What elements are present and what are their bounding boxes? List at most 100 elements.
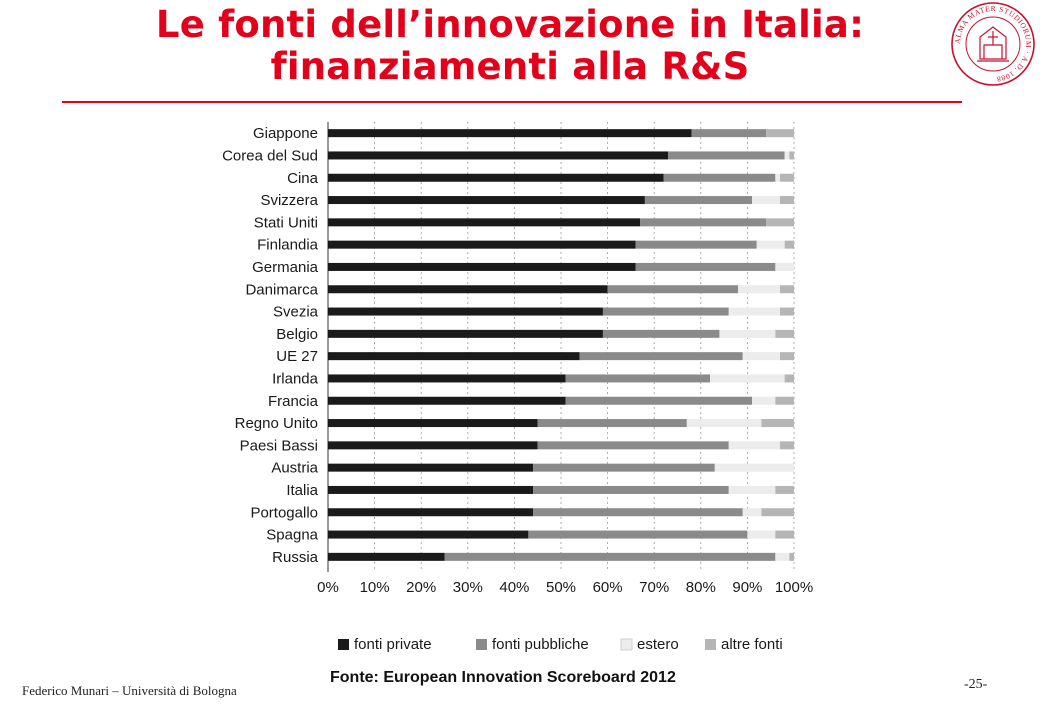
x-tick-label: 90% — [732, 579, 762, 596]
bar-segment — [328, 129, 692, 138]
bar-segment — [784, 240, 794, 249]
bar-segment — [775, 262, 794, 271]
x-tick-label: 40% — [499, 579, 529, 596]
category-label: UE 27 — [276, 348, 318, 365]
bar-segment — [780, 441, 794, 450]
legend-swatch — [476, 639, 487, 650]
category-label: Giappone — [253, 125, 318, 142]
bar-segment — [761, 419, 794, 428]
bar-segment — [328, 396, 566, 405]
bar-segment — [784, 374, 794, 383]
bar-segment — [710, 374, 785, 383]
footer-author: Federico Munari – Università di Bologna — [22, 683, 237, 698]
page-number: -25- — [964, 677, 988, 692]
bar-segment — [775, 329, 794, 338]
legend-swatch — [705, 639, 716, 650]
bar-segment — [328, 552, 445, 561]
category-label: Portogallo — [250, 504, 318, 521]
bar-segment — [565, 396, 753, 405]
category-label: Irlanda — [272, 370, 319, 387]
category-label: Paesi Bassi — [240, 437, 318, 454]
bar-segment — [752, 396, 776, 405]
x-tick-label: 10% — [360, 579, 390, 596]
category-label: Stati Uniti — [254, 214, 318, 231]
bar-segment — [761, 508, 794, 517]
funding-sources-chart: Giappone Corea del Sud Cina Svizzera Stati U… — [222, 122, 813, 653]
title-line-1: Le fonti dell’innovazione in Italia: — [155, 3, 865, 46]
bar-segment — [663, 173, 776, 182]
bar-segment — [728, 307, 781, 316]
bar-segment — [533, 485, 729, 494]
bar-segment — [635, 262, 776, 271]
grid-lines — [327, 122, 795, 572]
bar-segment — [328, 307, 603, 316]
category-label: Regno Unito — [235, 415, 318, 432]
bar-segment — [607, 285, 739, 294]
bar-segment — [537, 419, 687, 428]
bar-segment — [780, 196, 794, 205]
x-tick-label: 20% — [406, 579, 436, 596]
category-label: Danimarca — [245, 281, 318, 298]
bar-segment — [528, 530, 748, 539]
bar-segment — [602, 307, 729, 316]
x-tick-label: 30% — [453, 579, 483, 596]
bar-segment — [780, 352, 794, 361]
legend-swatch — [338, 639, 349, 650]
bar-segment — [784, 151, 790, 160]
bar-segment — [775, 485, 794, 494]
source-note: Fonte: European Innovation Scoreboard 20… — [330, 669, 676, 686]
bar-segment — [742, 352, 781, 361]
bar-segment — [789, 552, 794, 561]
bar-segment — [719, 329, 776, 338]
bar-segment — [328, 173, 664, 182]
bar-segment — [775, 396, 794, 405]
legend-label: fonti pubbliche — [492, 636, 589, 653]
university-seal-logo: ALMA MATER STUDIORUM · A.D. 1088 — [951, 2, 1035, 86]
bar-segment — [780, 173, 794, 182]
bar-segment — [328, 463, 534, 472]
bar-segment — [635, 240, 757, 249]
bar-segment — [691, 129, 767, 138]
bar-segment — [328, 419, 538, 428]
bar-segment — [328, 530, 529, 539]
bar-segment — [766, 218, 794, 227]
x-tick-label: 100% — [775, 579, 813, 596]
bar-segment — [444, 552, 776, 561]
bar-segment — [328, 151, 669, 160]
bar-segment — [775, 552, 790, 561]
bar-segment — [780, 285, 794, 294]
category-label: Germania — [252, 259, 319, 276]
title-underline — [62, 101, 962, 103]
bar-segment — [742, 508, 762, 517]
bar-segment — [328, 441, 538, 450]
bar-segment — [579, 352, 743, 361]
bar-segment — [789, 151, 794, 160]
bar-segment — [565, 374, 711, 383]
category-label: Corea del Sud — [222, 147, 318, 164]
bar-segment — [728, 485, 776, 494]
bars — [328, 129, 794, 561]
bar-segment — [328, 285, 608, 294]
legend: fonti private fonti pubbliche estero altre … — [338, 636, 783, 653]
bar-segment — [668, 151, 785, 160]
bar-segment — [533, 463, 715, 472]
bar-segment — [752, 196, 781, 205]
bar-segment — [328, 262, 636, 271]
bar-segment — [714, 463, 794, 472]
bar-segment — [775, 530, 794, 539]
category-label: Finlandia — [257, 237, 319, 254]
x-tick-label: 70% — [639, 579, 669, 596]
category-label: Austria — [271, 460, 318, 477]
category-labels: Giappone Corea del Sud Cina Svizzera Stati U… — [222, 125, 319, 566]
category-label: Svezia — [273, 304, 319, 321]
category-label: Russia — [272, 549, 319, 566]
category-label: Belgio — [276, 326, 318, 343]
category-label: Svizzera — [260, 192, 318, 209]
legend-label: altre fonti — [721, 636, 783, 653]
category-label: Cina — [287, 170, 319, 187]
bar-segment — [328, 329, 603, 338]
bar-segment — [328, 485, 534, 494]
bar-segment — [640, 218, 767, 227]
bar-segment — [533, 508, 743, 517]
bar-segment — [328, 240, 636, 249]
